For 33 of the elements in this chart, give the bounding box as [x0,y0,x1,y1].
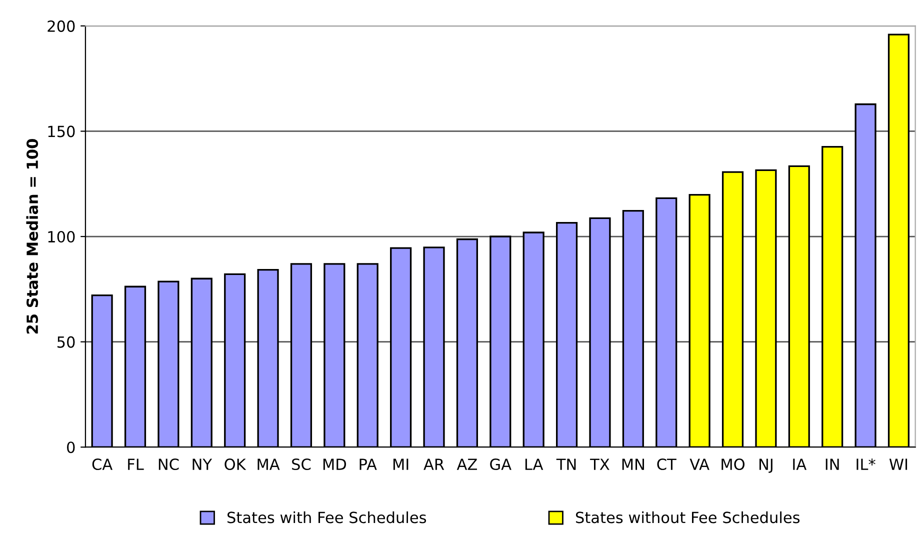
x-tick-label: IL* [856,458,876,470]
x-tick-label: AR [424,458,444,470]
y-tick-label: 0 [67,442,75,454]
x-tick-label: GA [490,458,512,470]
x-tick-label: FL [128,458,144,470]
legend-label: States without Fee Schedules [576,511,800,524]
x-tick-label: MO [722,458,744,470]
x-tick-label: IN [826,458,839,470]
x-tick-label: SC [292,458,311,470]
y-axis-title: 25 State Median = 100 [26,139,38,334]
x-tick-label: CT [657,458,676,470]
x-tick-label: AZ [456,458,477,470]
x-tick-label: VA [690,458,710,470]
legend-label: States with Fee Schedules [227,511,426,524]
x-tick-label: WI [889,458,908,470]
x-tick-label: OK [224,458,246,470]
x-tick-label: CA [92,458,112,470]
x-tick-label: MI [393,458,408,470]
y-tick-label: 50 [57,336,75,348]
x-tick-label: TN [556,458,576,470]
x-tick-label: MA [258,458,280,470]
y-tick-label: 150 [48,126,75,138]
x-tick-label: MD [323,458,346,470]
y-tick-label: 100 [48,230,75,243]
x-tick-label: NJ [759,458,772,473]
y-tick-label: 200 [48,20,75,32]
x-tick-label: IA [793,458,806,470]
x-tick-label: PA [360,458,377,470]
x-tick-label: TX [590,458,610,470]
x-tick-label: LA [525,458,544,470]
x-tick-label: MN [622,458,644,470]
x-tick-label: NC [158,458,179,470]
x-tick-label: NY [192,458,212,470]
